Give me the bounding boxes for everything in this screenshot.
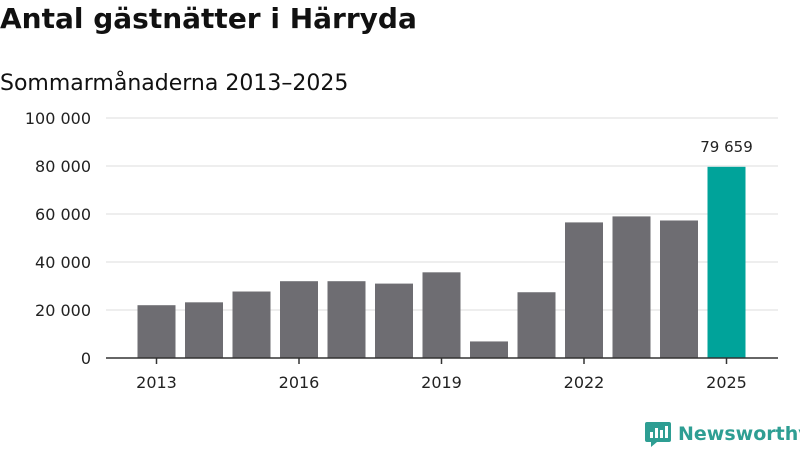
bar (612, 216, 651, 358)
x-tick-label: 2013 (136, 373, 177, 392)
y-tick-label: 80 000 (35, 157, 91, 176)
newsworthy-logo: Newsworthy (644, 420, 800, 448)
y-tick-label: 60 000 (35, 205, 91, 224)
data-label: 79 659 (700, 138, 753, 156)
y-tick-label: 0 (81, 349, 91, 368)
bar (707, 166, 746, 358)
y-tick-label: 40 000 (35, 253, 91, 272)
x-tick-label: 2019 (421, 373, 462, 392)
bar (660, 220, 698, 358)
x-tick-label: 2025 (706, 373, 747, 392)
bar (517, 292, 556, 358)
bar (375, 283, 413, 358)
bar (327, 281, 366, 358)
chart-title: Antal gästnätter i Härryda (0, 2, 417, 35)
bar (280, 281, 318, 358)
bar (422, 272, 461, 358)
y-tick-label: 100 000 (25, 109, 91, 128)
x-tick-label: 2022 (564, 373, 605, 392)
brand-name: Newsworthy (678, 423, 800, 445)
x-tick-label: 2016 (279, 373, 320, 392)
bar (185, 302, 223, 358)
bar (232, 291, 271, 358)
bar (137, 305, 176, 358)
bar (565, 222, 603, 358)
bar (470, 341, 508, 358)
y-tick-label: 20 000 (35, 301, 91, 320)
newsworthy-logo-icon (645, 422, 671, 447)
chart-subtitle: Sommarmånaderna 2013–2025 (0, 71, 349, 96)
